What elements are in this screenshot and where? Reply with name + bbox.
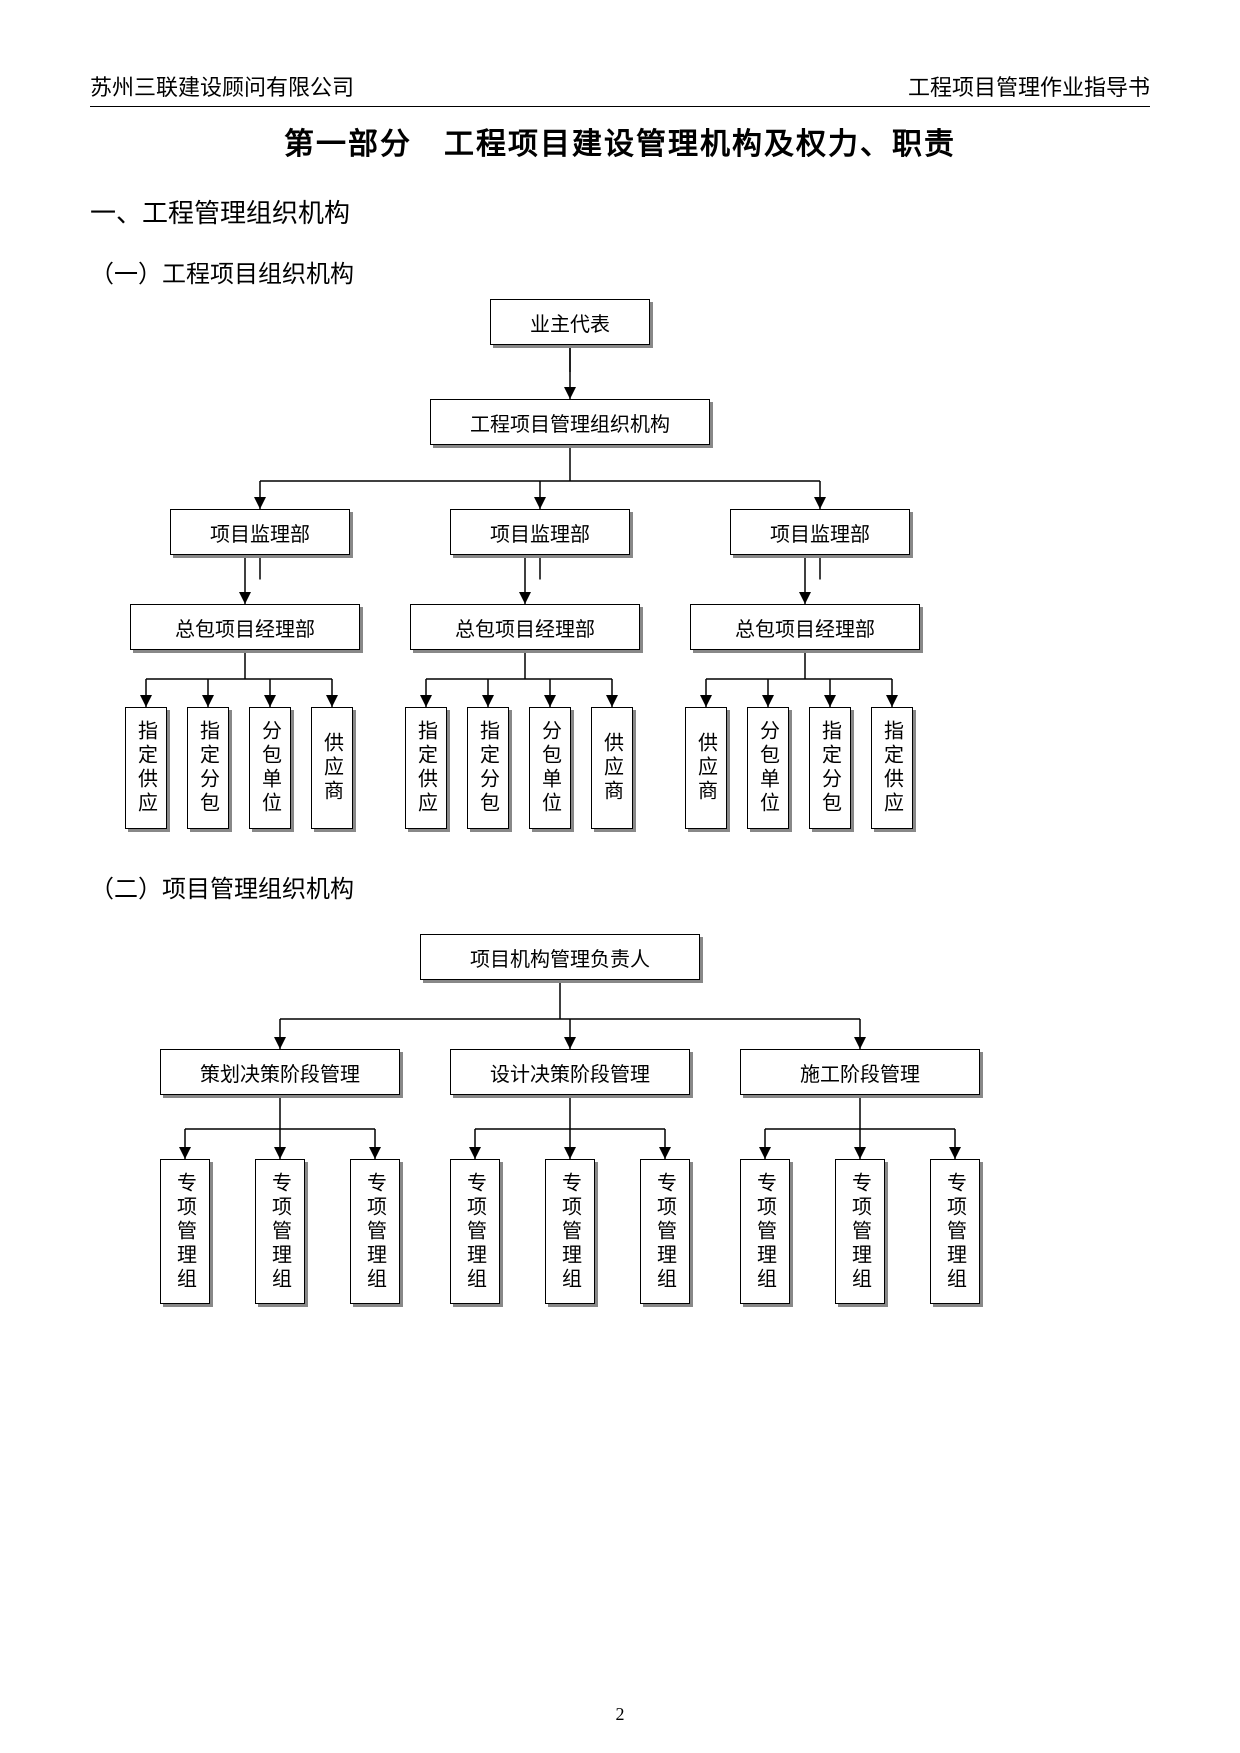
page: 苏州三联建设顾问有限公司 工程项目管理作业指导书 第一部分 工程项目建设管理机构… — [0, 0, 1240, 1753]
org-node: 工程项目管理组织机构 — [430, 399, 710, 445]
org-chart-1: 业主代表工程项目管理组织机构项目监理部 项目监理部 项目监理部总包项目经理部 总包项目… — [90, 299, 1150, 829]
org-leaf: 供应商 — [311, 707, 353, 829]
org-node: 项目机构管理负责人 — [420, 934, 700, 980]
org-node: 总包项目经理部 — [410, 604, 640, 650]
org-leaf: 专项管理组 — [160, 1159, 210, 1304]
subsection-heading-1: （一）工程项目组织机构 — [90, 254, 1150, 289]
org-leaf: 专项管理组 — [350, 1159, 400, 1304]
org-leaf: 指定分包 — [809, 707, 851, 829]
org-leaf: 供应商 — [685, 707, 727, 829]
org-leaf: 专项管理组 — [930, 1159, 980, 1304]
subsection-heading-2: （二）项目管理组织机构 — [90, 869, 1150, 904]
org-node: 设计决策阶段管理 — [450, 1049, 690, 1095]
org-leaf: 专项管理组 — [545, 1159, 595, 1304]
org-leaf: 指定供应 — [871, 707, 913, 829]
page-number: 2 — [0, 1704, 1240, 1725]
org-leaf: 专项管理组 — [640, 1159, 690, 1304]
org-leaf: 指定供应 — [405, 707, 447, 829]
org-node: 项目监理部 — [170, 509, 350, 555]
org-leaf: 专项管理组 — [450, 1159, 500, 1304]
org-node: 施工阶段管理 — [740, 1049, 980, 1095]
org-leaf: 专项管理组 — [740, 1159, 790, 1304]
org-leaf: 供应商 — [591, 707, 633, 829]
org-leaf: 分包单位 — [249, 707, 291, 829]
org-node: 项目监理部 — [450, 509, 630, 555]
org-leaf: 指定供应 — [125, 707, 167, 829]
page-header: 苏州三联建设顾问有限公司 工程项目管理作业指导书 — [90, 70, 1150, 107]
org-leaf: 专项管理组 — [835, 1159, 885, 1304]
org-leaf: 专项管理组 — [255, 1159, 305, 1304]
org-leaf: 指定分包 — [467, 707, 509, 829]
section-heading-1: 一、工程管理组织机构 — [90, 193, 1150, 230]
org-node: 总包项目经理部 — [690, 604, 920, 650]
header-right: 工程项目管理作业指导书 — [908, 70, 1150, 102]
org-node: 项目监理部 — [730, 509, 910, 555]
page-title: 第一部分 工程项目建设管理机构及权力、职责 — [90, 119, 1150, 163]
org-leaf: 指定分包 — [187, 707, 229, 829]
org-node: 业主代表 — [490, 299, 650, 345]
org-node: 策划决策阶段管理 — [160, 1049, 400, 1095]
org-leaf: 分包单位 — [747, 707, 789, 829]
header-left: 苏州三联建设顾问有限公司 — [90, 70, 354, 102]
org-chart-2: 项目机构管理负责人策划决策阶段管理设计决策阶段管理施工阶段管理专项管理组专项管理… — [90, 934, 1150, 1354]
org-leaf: 分包单位 — [529, 707, 571, 829]
org-node: 总包项目经理部 — [130, 604, 360, 650]
